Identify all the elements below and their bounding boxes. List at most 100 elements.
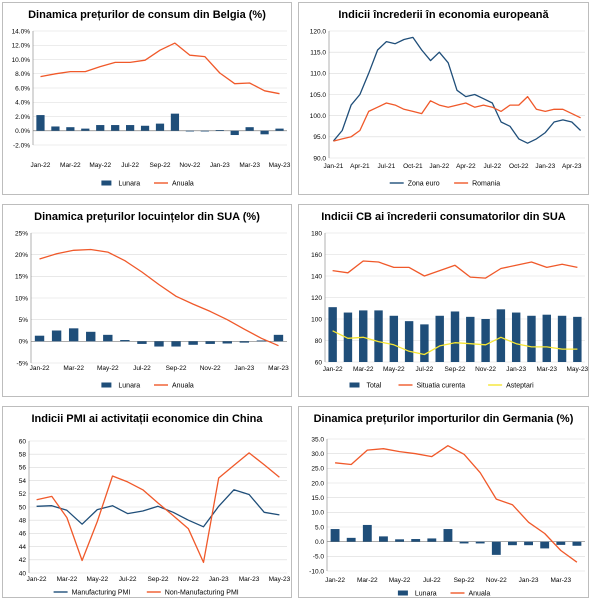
- bar-total: [435, 315, 444, 362]
- chart-panel-belgium-cpi: Dinamica prețurilor de consum din Belgia…: [2, 2, 292, 195]
- bar-lunara: [68, 328, 79, 342]
- x-tick-label: Apr-21: [350, 163, 370, 170]
- y-tick-label: 14.0%: [12, 28, 31, 35]
- chart-title: Indicii PMI ai activitații economice din…: [31, 413, 263, 425]
- y-tick-label: 10.0%: [12, 57, 31, 64]
- bar-lunara: [273, 334, 284, 342]
- legend-swatch: [101, 180, 112, 186]
- x-tick-label: May-22: [383, 366, 405, 373]
- chart-us-consumer-confidence: 60 80 100 120 140 160 180 Jan-22 Mar-22 May-22 Jul…: [311, 230, 589, 390]
- bar-lunara: [215, 130, 224, 131]
- x-tick-label: May-23: [269, 162, 291, 169]
- bar-lunara: [154, 341, 164, 347]
- y-tick-label: 8.0%: [15, 71, 30, 78]
- x-tick-label: May-23: [269, 576, 291, 583]
- x-tick-label: Jul-22: [483, 163, 501, 170]
- y-tick-label: 0%: [19, 339, 29, 346]
- chart-china-pmi: 40 42 44 46 48 50 52 54 56 58 60 Jan-22 Mar-22 May-22…: [19, 438, 291, 597]
- y-tick-label: 20%: [15, 252, 28, 259]
- series-line-anuala: [39, 248, 279, 347]
- bar-lunara: [275, 128, 284, 131]
- bar-lunara: [171, 341, 181, 347]
- y-tick-label: 15.0: [311, 495, 324, 502]
- bar-lunara: [51, 126, 60, 131]
- x-tick-label: Nov-22: [179, 162, 200, 169]
- bar-total: [542, 314, 551, 362]
- y-tick-label: 95.0: [313, 134, 326, 141]
- x-tick-label: Jul-22: [423, 577, 441, 584]
- x-tick-label: May-23: [567, 366, 589, 373]
- series-line-anuala: [40, 42, 280, 95]
- x-tick-label: Nov-22: [178, 576, 199, 583]
- x-tick-label: May-22: [97, 365, 119, 372]
- x-tick-label: Jan-22: [429, 163, 449, 170]
- x-tick-label: Mar-22: [63, 365, 84, 372]
- bar-lunara: [260, 130, 269, 135]
- bar-lunara: [459, 541, 469, 544]
- y-tick-label: 15%: [15, 274, 28, 281]
- bar-total: [404, 321, 414, 362]
- y-tick-label: 30.0: [311, 451, 324, 458]
- x-tick-label: Jan-23: [210, 162, 230, 169]
- bar-total: [496, 309, 506, 362]
- legend-label: Anuala: [172, 181, 194, 188]
- y-tick-label: 90.0: [313, 155, 326, 162]
- y-tick-label: 6.0%: [15, 85, 30, 92]
- bar-lunara: [572, 541, 582, 546]
- y-tick-label: 100: [311, 316, 322, 323]
- chart-title: Dinamica prețurilor de consum din Belgia…: [28, 9, 266, 21]
- y-tick-label: 180: [311, 230, 322, 237]
- legend-label: Asteptari: [506, 383, 534, 390]
- bar-lunara: [120, 340, 130, 342]
- bar-lunara: [205, 341, 215, 344]
- y-tick-label: 5%: [19, 317, 29, 324]
- chart-us-house-prices: -5% 0% 5% 10% 15% 20% 25% Jan-22 Mar-22 May-22 Jul…: [15, 230, 289, 389]
- bar-lunara: [395, 539, 404, 542]
- bar-lunara: [330, 529, 340, 542]
- x-tick-label: Jan-23: [506, 366, 526, 373]
- x-tick-label: Jul-22: [121, 162, 139, 169]
- x-tick-label: Mar-22: [57, 576, 78, 583]
- y-tick-label: 10.0: [311, 510, 324, 517]
- bar-total: [527, 315, 536, 362]
- y-tick-label: 54: [19, 478, 27, 485]
- y-tick-label: 35.0: [311, 436, 324, 443]
- legend-swatch: [349, 382, 360, 388]
- y-tick-label: 42: [19, 557, 27, 564]
- chart-title: Dinamica prețurilor importurilor din Ger…: [313, 413, 574, 425]
- x-tick-label: Jul-21: [378, 163, 396, 170]
- bar-total: [374, 310, 383, 362]
- bar-lunara: [103, 334, 113, 342]
- bar-lunara: [170, 113, 180, 131]
- legend-label: Anuala: [469, 591, 491, 598]
- x-tick-label: Jan-23: [209, 576, 229, 583]
- x-tick-label: Oct-22: [509, 163, 529, 170]
- x-tick-label: Nov-22: [486, 577, 507, 584]
- x-tick-label: Jul-22: [416, 366, 434, 373]
- x-tick-label: Jan-23: [234, 365, 254, 372]
- bar-lunara: [200, 130, 209, 132]
- x-tick-label: Jan-22: [27, 576, 47, 583]
- legend-label: Manufacturing PMI: [72, 590, 131, 597]
- y-tick-label: 160: [311, 252, 322, 259]
- bar-lunara: [34, 335, 45, 342]
- y-tick-label: 105.0: [310, 92, 327, 99]
- x-tick-label: Oct-21: [403, 163, 423, 170]
- y-tick-label: 5.0: [315, 524, 324, 531]
- chart-panel-us-consumer-confidence: Indicii CB ai încrederii consumatorilor …: [298, 204, 589, 397]
- bar-lunara: [222, 341, 232, 344]
- chart-panel-eu-confidence: Indicii încrederii în economia europeană…: [298, 2, 589, 195]
- legend-label: Lunara: [118, 181, 140, 188]
- bar-lunara: [66, 127, 75, 131]
- x-tick-label: Mar-23: [239, 576, 260, 583]
- x-tick-label: Jan-22: [31, 162, 51, 169]
- bar-lunara: [556, 541, 566, 545]
- bar-lunara: [51, 330, 62, 342]
- chart-germany-import-prices: -10.0 -5.0 0.0 5.0 10.0 15.0 20.0 25.0 30.0 35.0 J…: [309, 436, 585, 598]
- y-tick-label: 4.0%: [15, 100, 30, 107]
- y-tick-label: 100.0: [310, 113, 327, 120]
- y-tick-label: 10%: [15, 295, 28, 302]
- bar-lunara: [155, 123, 165, 131]
- legend-label: Romania: [472, 181, 500, 188]
- x-tick-label: Mar-22: [357, 577, 378, 584]
